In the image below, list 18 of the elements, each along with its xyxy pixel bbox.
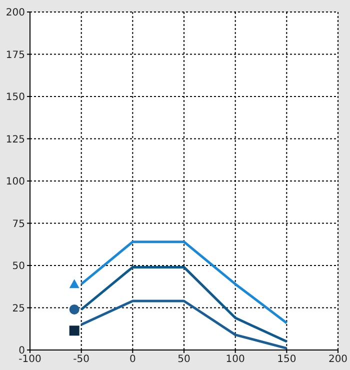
y-tick-label: 0: [18, 346, 25, 357]
x-tick-label: -100: [18, 354, 42, 366]
x-tick-label: 100: [226, 354, 245, 366]
y-tick-label: 125: [6, 134, 25, 146]
x-tick-label: -50: [73, 354, 90, 366]
x-tick-label: 200: [328, 354, 348, 366]
y-tick-label: 175: [6, 50, 25, 61]
y-tick-label: 100: [6, 176, 25, 188]
x-tick-label: 150: [277, 354, 296, 366]
x-tick-label: 0: [129, 354, 136, 366]
line-series: [80, 300, 288, 350]
line-series: [80, 266, 288, 343]
y-tick-label: 200: [6, 8, 25, 19]
y-tick-label: 25: [12, 303, 25, 314]
x-tick-label: 50: [178, 354, 190, 366]
y-tick-label: 75: [12, 218, 25, 230]
y-tick-label: 150: [6, 92, 25, 104]
y-tick-label: 50: [12, 261, 25, 272]
